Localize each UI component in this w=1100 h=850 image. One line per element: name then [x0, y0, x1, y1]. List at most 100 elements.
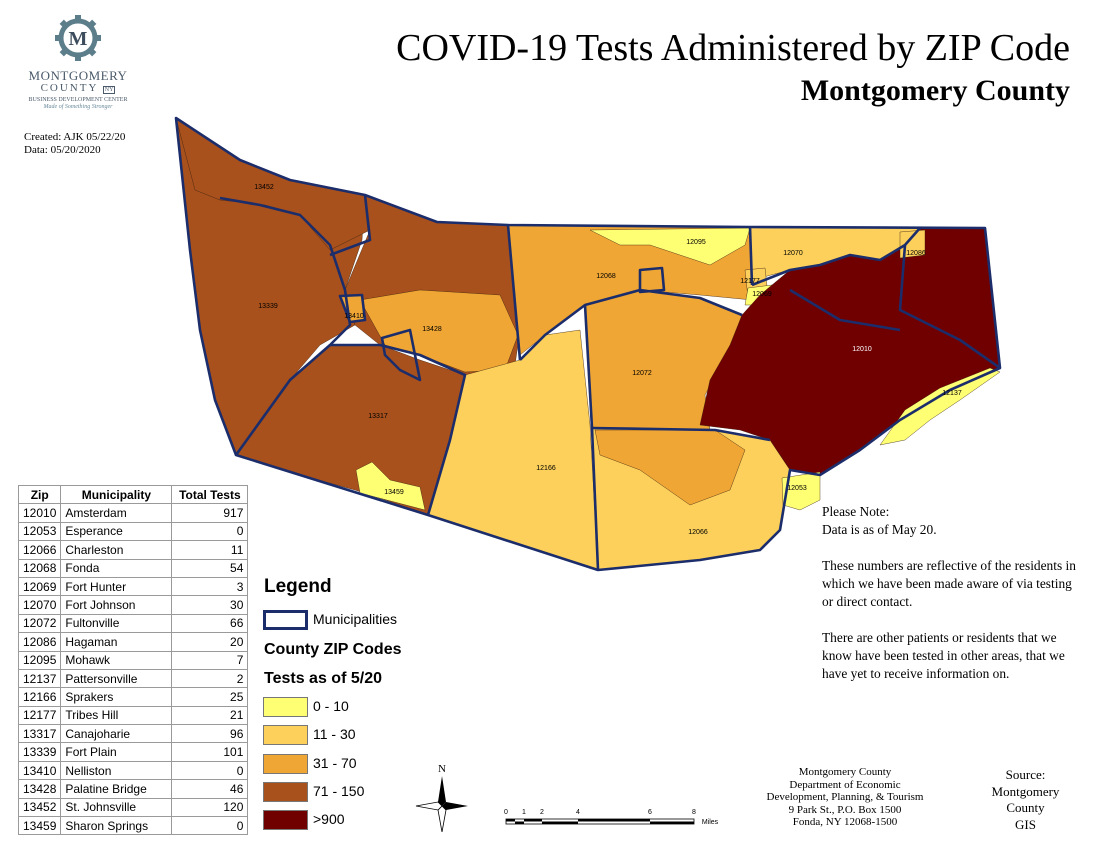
logo-monogram: M: [69, 28, 88, 50]
cell-zip: 12095: [17, 650, 62, 670]
cell-municipality: Nelliston: [60, 760, 173, 781]
logo-line3: BUSINESS DEVELOPMENT CENTER: [28, 97, 128, 103]
cell-tests: 96: [171, 724, 249, 744]
zip-label-13452: 13452: [254, 184, 274, 191]
address-line-5: Fonda, NY 12068-1500: [792, 816, 898, 828]
zip-label-12068: 12068: [596, 273, 616, 280]
cell-municipality: Tribes Hill: [60, 705, 173, 726]
table-row: 12069 Fort Hunter 3: [17, 576, 249, 597]
zip-area-12066-orange[interactable]: [594, 429, 746, 506]
address-line-1: Montgomery County: [798, 766, 892, 778]
cell-zip: 12072: [17, 613, 62, 634]
zip-label-12095: 12095: [686, 239, 706, 246]
cell-zip: 13428: [17, 779, 62, 799]
logo-tagline: Made of Something Stronger: [43, 104, 113, 110]
north-arrow-icon: N: [415, 763, 468, 832]
cell-tests: 20: [171, 632, 249, 652]
table-row: 12070 Fort Johnson 30: [17, 595, 249, 615]
legend-title: Legend: [264, 576, 332, 597]
logo-line1: MONTGOMERY: [28, 68, 128, 83]
header-municipality: Municipality: [60, 484, 173, 505]
zip-label-12137: 12137: [942, 390, 962, 397]
municipality-swatch: [263, 610, 308, 630]
cell-municipality: Amsterdam: [60, 503, 173, 523]
zip-label-12086: 12086: [906, 250, 926, 257]
cell-municipality: Canajoharie: [60, 724, 173, 744]
cell-municipality: St. Johnsville: [60, 797, 173, 818]
cell-zip: 12070: [17, 595, 62, 615]
class-label: 11 - 30: [313, 726, 356, 742]
zip-label-12166: 12166: [536, 465, 556, 472]
logo-line2: COUNTY: [40, 82, 98, 94]
note-paragraph-2: These numbers are reflective of the resi…: [822, 558, 1076, 609]
zip-area-12137[interactable]: [879, 367, 1001, 446]
table-row: 12137 Pattersonville 2: [17, 668, 249, 689]
class-swatch: [263, 810, 308, 830]
legend-municipalities-label: Municipalities: [313, 611, 398, 627]
table-row: 12086 Hagaman 20: [17, 632, 249, 652]
cell-tests: 21: [171, 705, 249, 726]
scale-tick-8: 8: [692, 809, 696, 816]
note-heading: Please Note:: [822, 504, 890, 519]
zip-label-13410: 13410: [344, 313, 364, 320]
zip-label-12072: 12072: [632, 370, 652, 377]
class-label: >900: [313, 811, 345, 827]
cell-tests: 3: [171, 576, 249, 597]
cell-tests: 7: [171, 650, 249, 670]
address-line-4: 9 Park St., P.O. Box 1500: [788, 803, 902, 816]
cell-tests: 0: [171, 816, 249, 836]
cell-municipality: Esperance: [60, 521, 173, 542]
county-logo: M MONTGOMERY COUNTY NY BUSINESS DEVELOPM…: [22, 14, 134, 126]
map-credits: Created: AJK 05/22/20 Data: 05/20/2020: [24, 131, 125, 157]
table-row: 12068 Fonda 54: [17, 558, 249, 578]
cell-tests: 30: [171, 595, 249, 615]
address-line-3: Development, Planning, & Tourism: [766, 791, 924, 803]
cell-tests: 101: [171, 742, 249, 762]
zip-label-13317: 13317: [368, 413, 388, 420]
scale-tick-1: 1: [522, 809, 526, 816]
cell-tests: 66: [171, 613, 249, 634]
cell-zip: 13339: [17, 742, 62, 762]
cell-zip: 12086: [17, 632, 62, 652]
zip-label-13339: 13339: [258, 303, 278, 310]
zip-label-13459: 13459: [384, 489, 404, 496]
cell-zip: 12069: [17, 576, 62, 597]
address-block: Montgomery County Department of Economic…: [745, 766, 945, 829]
cell-municipality: Sharon Springs: [60, 816, 173, 836]
class-label: 71 - 150: [313, 783, 365, 799]
zip-label-12070: 12070: [783, 250, 803, 257]
cell-municipality: Sprakers: [60, 687, 173, 707]
cell-zip: 12068: [17, 558, 62, 578]
scale-bar: 0 1 2 4 6 8 Miles: [504, 809, 719, 826]
map-subtitle: Montgomery County: [800, 74, 1070, 107]
zip-label-12010: 12010: [852, 346, 872, 353]
source-block: Source: Montgomery County GIS: [968, 767, 1083, 833]
table-row: 12010 Amsterdam 917: [17, 503, 249, 523]
table-row: 12072 Fultonville 66: [17, 613, 249, 634]
cell-zip: 12066: [17, 540, 62, 560]
cell-zip: 13410: [17, 760, 62, 781]
class-label: 0 - 10: [313, 698, 349, 714]
cell-tests: 917: [171, 503, 249, 523]
source-line-1: Source:: [1005, 767, 1046, 782]
cell-municipality: Fort Hunter: [60, 576, 173, 597]
cell-tests: 2: [171, 668, 249, 689]
cell-zip: 12166: [17, 687, 62, 707]
tests-table: Zip Municipality Total Tests 12010 Amster…: [17, 484, 249, 836]
source-line-2: Montgomery: [991, 783, 1060, 799]
zip-label-12069: 12069: [752, 291, 772, 298]
please-note: Please Note: Data is as of May 20. These …: [822, 503, 1082, 701]
table-row: 12095 Mohawk 7: [17, 650, 249, 670]
cell-tests: 25: [171, 687, 249, 707]
table-row: 12066 Charleston 11: [17, 540, 249, 560]
table-row: 13339 Fort Plain 101: [17, 742, 249, 762]
cell-tests: 0: [171, 521, 249, 542]
cell-zip: 13317: [17, 724, 62, 744]
scale-unit: Miles: [702, 819, 719, 826]
table-row: 12166 Sprakers 25: [17, 687, 249, 707]
cell-municipality: Fort Johnson: [60, 595, 173, 615]
cell-tests: 46: [171, 779, 249, 799]
cell-municipality: Palatine Bridge: [60, 779, 173, 799]
table-header-row: Zip Municipality Total Tests: [17, 484, 249, 505]
header-zip: Zip: [17, 484, 62, 505]
